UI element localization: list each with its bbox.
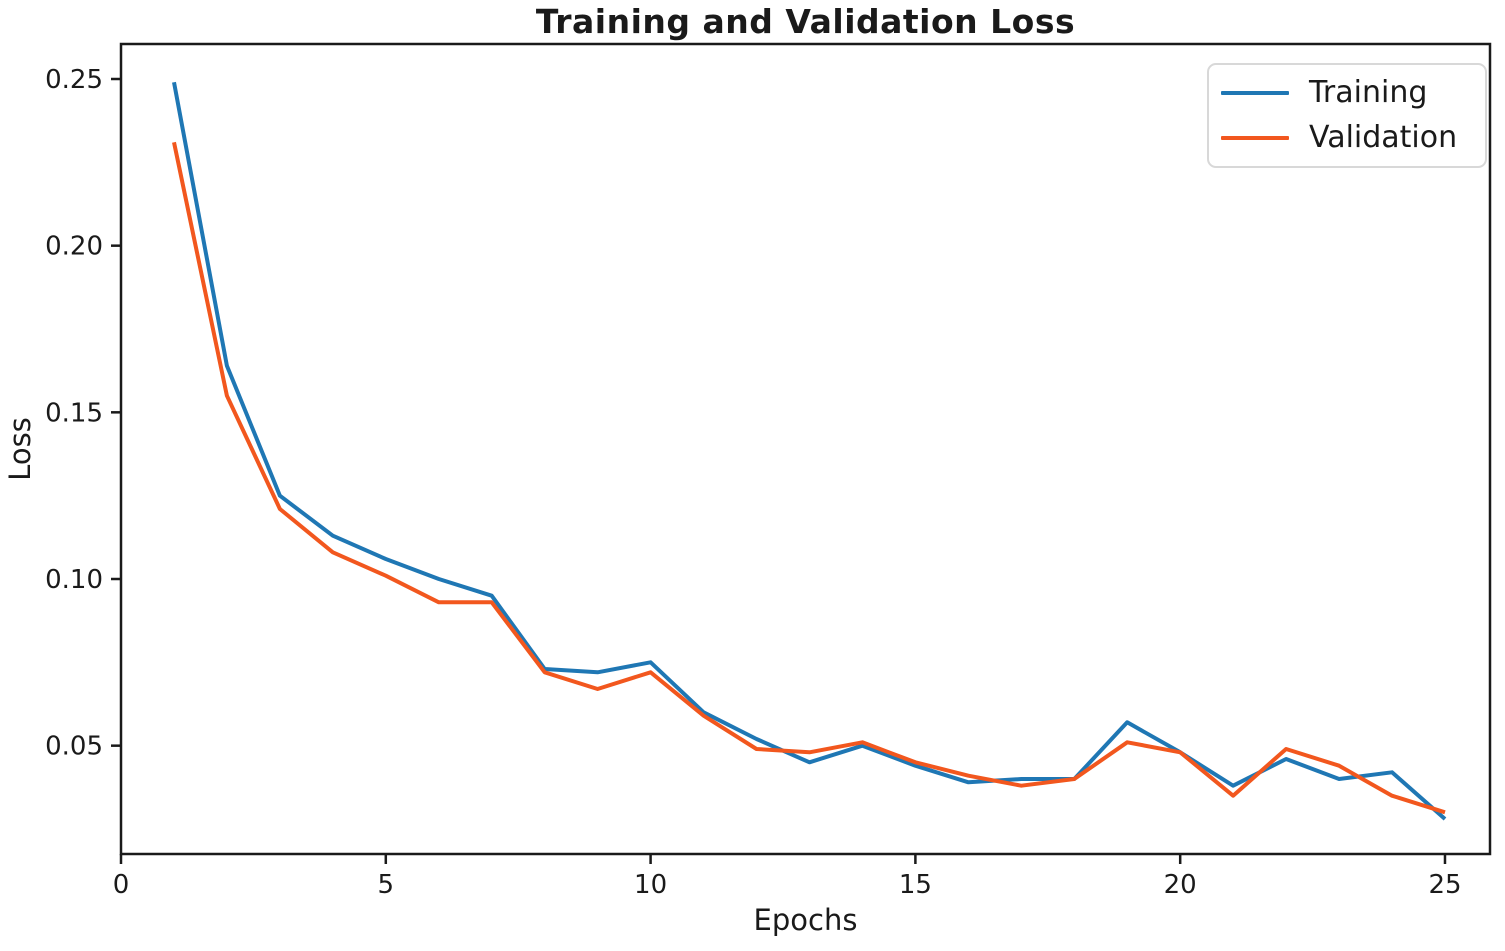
plot-area [119, 42, 1492, 856]
legend-label-training: Training [1309, 75, 1428, 110]
training-line [172, 81, 1447, 821]
y-tick-label: 0.10 [45, 565, 103, 595]
x-tick-label: 10 [634, 870, 667, 900]
training-line-swatch [1221, 91, 1289, 95]
legend-item-training: Training [1221, 78, 1485, 108]
x-axis-label: Epochs [753, 903, 858, 937]
legend-item-validation: Validation [1221, 123, 1485, 153]
legend-label-validation: Validation [1309, 120, 1458, 155]
x-tick-label: 15 [899, 870, 932, 900]
chart-title: Training and Validation Loss [535, 2, 1076, 41]
y-tick-label: 0.25 [45, 65, 103, 95]
validation-line-swatch [1221, 136, 1289, 140]
y-tick-label: 0.05 [45, 732, 103, 762]
y-axis-label: Loss [3, 417, 37, 481]
x-tick-label: 25 [1428, 870, 1461, 900]
validation-line [172, 141, 1446, 815]
x-tick-label: 20 [1164, 870, 1197, 900]
x-tick-label: 0 [113, 870, 130, 900]
y-tick-label: 0.15 [45, 398, 103, 428]
legend: Training Validation [1207, 63, 1487, 168]
y-tick-label: 0.20 [45, 232, 103, 262]
x-tick-label: 5 [378, 870, 395, 900]
